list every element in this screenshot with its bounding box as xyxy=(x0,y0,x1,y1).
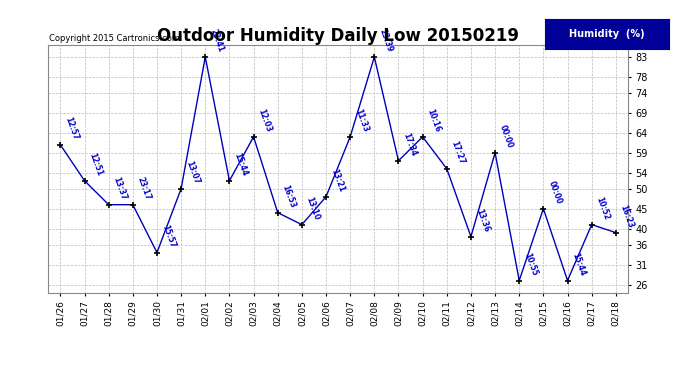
Text: 10:55: 10:55 xyxy=(522,252,539,278)
Text: 17:34: 17:34 xyxy=(402,132,418,158)
Text: 23:17: 23:17 xyxy=(136,176,152,201)
Text: 15:44: 15:44 xyxy=(233,152,249,177)
Text: 00:00: 00:00 xyxy=(546,180,563,206)
Text: 15:57: 15:57 xyxy=(160,224,177,249)
Text: 15:44: 15:44 xyxy=(571,252,587,278)
Text: 12:03: 12:03 xyxy=(257,108,273,134)
Text: 00:00: 00:00 xyxy=(498,124,515,150)
Text: Humidity  (%): Humidity (%) xyxy=(569,29,645,39)
Text: 10:16: 10:16 xyxy=(426,108,442,134)
Text: 13:37: 13:37 xyxy=(112,176,128,201)
Text: 13:21: 13:21 xyxy=(329,168,346,194)
Text: 10:52: 10:52 xyxy=(595,196,611,222)
Text: Copyright 2015 Cartronics.com: Copyright 2015 Cartronics.com xyxy=(50,33,181,42)
Text: 17:27: 17:27 xyxy=(450,140,466,165)
Text: 16:53: 16:53 xyxy=(281,184,297,210)
Text: 13:10: 13:10 xyxy=(305,196,322,222)
Text: 23:41: 23:41 xyxy=(208,28,225,54)
Text: 12:51: 12:51 xyxy=(88,152,104,177)
Text: 23:39: 23:39 xyxy=(377,28,394,54)
Text: 12:57: 12:57 xyxy=(63,116,80,142)
Text: 11:33: 11:33 xyxy=(353,108,370,134)
Text: 16:23: 16:23 xyxy=(619,204,635,230)
Text: 13:07: 13:07 xyxy=(184,160,201,186)
Title: Outdoor Humidity Daily Low 20150219: Outdoor Humidity Daily Low 20150219 xyxy=(157,27,519,45)
Text: 13:36: 13:36 xyxy=(474,208,491,233)
